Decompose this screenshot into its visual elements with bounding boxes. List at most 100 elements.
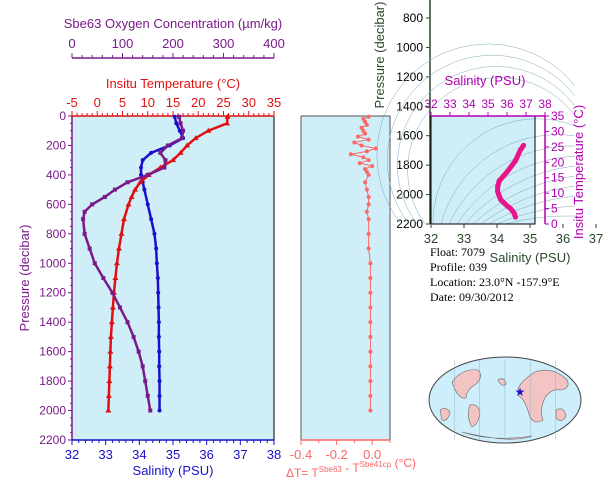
temperature-tick-label: 5 [119,95,126,110]
delta-point [368,305,373,310]
temperature-point [107,348,114,354]
density-contour [488,195,576,225]
pressure-tick-label: 2200 [39,433,66,447]
oxygen-tick-label: 200 [162,36,184,51]
pressure-tick-label: 2000 [39,404,66,418]
temperature-point [113,260,120,266]
salinity-tick-label: 38 [267,447,281,462]
temperature-point [118,230,125,236]
pressure-tick-label: 1800 [39,374,66,388]
oxygen-point [177,114,182,119]
ts-right-axis-title: Insitu Temperature (°C) [571,105,586,239]
ts-point [495,189,501,195]
profile-date: Date: 09/30/2012 [430,290,514,304]
pressure-tick-label: 0 [59,109,66,123]
ts-point [504,203,510,209]
temperature-point [109,304,116,310]
oxygen-point [90,202,95,207]
ts-top-tick-label: 32 [424,97,438,111]
pressure-tick-label: 1000 [39,256,66,270]
delta-point [348,152,353,157]
salinity-tick-label: 33 [98,447,112,462]
delta-point [368,276,373,280]
density-contour [397,66,576,225]
pressure2-axis-title: Pressure (decibar) [372,2,387,109]
temperature-point [112,275,119,280]
ts-top-axis-title: Salinity (PSU) [445,73,526,88]
ts-top-tick-label: 33 [443,97,457,111]
map-landmass [555,408,567,421]
delta-point [368,320,373,325]
oxygen-point [145,172,150,177]
delta-point [370,164,375,169]
oxygen-point [125,180,130,185]
oxygen-point [82,209,87,214]
delta-point [364,122,369,127]
salinity-point [156,290,161,295]
ts-right-tick-label: 15 [551,171,565,185]
pressure-axis-title: Pressure (decibar) [17,225,32,332]
salinity-point [157,349,162,354]
salinity-point [154,246,159,251]
ts-top-tick-label: 37 [519,97,533,111]
delta-point [373,146,378,151]
oxygen-tick-label: 300 [213,36,235,51]
oxygen-profile-line [81,116,185,411]
delta-point [364,187,369,192]
salinity-point [139,165,144,170]
temperature-point [137,179,144,185]
salinity-point [156,305,161,310]
oxygen-point [131,334,136,339]
oxygen-point [125,320,130,325]
density-contour [386,54,576,225]
delta-point [368,393,373,398]
ts-point [521,142,527,148]
map-landmass [451,369,481,399]
salinity-point [149,217,154,222]
pressure2-tick-label: 1200 [396,70,423,84]
oxygen-point [181,128,186,133]
delta-point [361,155,366,160]
temperature-point [128,194,135,199]
density-contour [480,185,576,225]
delta-point [355,134,360,139]
pressure-tick-label: 200 [46,138,66,152]
density-contour [456,155,576,225]
density-contour [448,145,576,225]
ts-point [501,200,507,206]
salinity-point [157,379,162,384]
salinity-point [156,334,161,339]
profile-number: Profile: 039 [430,260,487,274]
float-id: Float: 7079 [430,245,486,259]
temperature-tick-label: 10 [141,95,155,110]
delta-point [361,116,366,121]
temperature-tick-label: 35 [267,95,281,110]
salinity-tick-label: 36 [199,447,213,462]
delta-point [368,290,373,295]
delta-point [364,149,369,154]
temperature-point [192,135,199,141]
temperature-tick-label: 0 [94,95,101,110]
delta-tick-label: 0.0 [363,447,381,462]
oxygen-point [136,349,141,354]
float-info: Float: 7079 Profile: 039 Location: 23.0°… [430,245,608,305]
ts-right-tick-label: 20 [551,155,565,169]
salinity-point [154,261,159,266]
pressure2-tick-label: 1800 [396,158,423,172]
delta-point [352,140,357,145]
delta-point [366,202,371,207]
delta-point [363,180,368,185]
temperature-point [125,201,132,207]
temperature-point [106,378,113,384]
temperature-point [108,319,115,325]
delta-point [359,143,364,148]
delta-point [364,209,369,214]
delta-point [366,137,371,142]
temperature-tick-label: 25 [216,95,230,110]
oxygen-point [143,379,148,384]
oxygen-point [101,276,106,280]
temperature-axis-title: Insitu Temperature (°C) [106,76,240,91]
temperature-tick-label: 15 [166,95,180,110]
salinity-point [157,364,162,369]
float-location-marker: ★ [515,385,526,399]
